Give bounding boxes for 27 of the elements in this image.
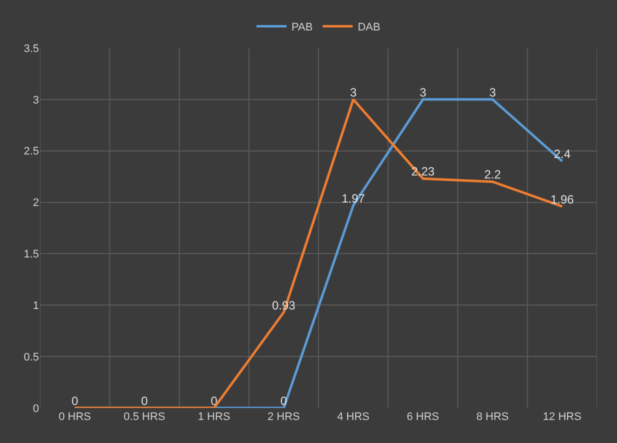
data-label: 0 — [210, 394, 218, 408]
data-label: 1.96 — [550, 192, 574, 206]
y-tick-label: 0.5 — [24, 351, 39, 364]
data-label: 3 — [420, 85, 427, 100]
y-tick-label: 2 — [32, 197, 39, 210]
x-tick-label: 8 HRS — [476, 411, 509, 423]
data-label: 2.4 — [554, 147, 571, 162]
data-label: 2.2 — [484, 168, 502, 182]
legend-label: DAB — [358, 22, 380, 34]
x-tick-label: 6 HRS — [406, 411, 440, 423]
data-label: 0 — [71, 394, 78, 408]
y-tick-label: 3.5 — [24, 42, 39, 55]
legend-label: PAB — [292, 22, 313, 34]
y-tick-label: 1 — [32, 300, 39, 312]
x-tick-label: 12 HRS — [542, 411, 582, 423]
x-tick-label: 4 HRS — [337, 411, 370, 423]
y-tick-label: 0 — [32, 402, 39, 415]
x-tick-label: 0.5 HRS — [124, 411, 166, 423]
y-tick-label: 2.5 — [24, 146, 39, 158]
data-label: 3 — [489, 85, 496, 100]
y-tick-label: 1.5 — [24, 248, 39, 261]
y-tick-label: 3 — [32, 94, 39, 106]
x-tick-label: 1 HRS — [198, 411, 230, 423]
data-label: 0 — [141, 394, 148, 408]
x-tick-label: 2 HRS — [267, 411, 300, 423]
data-label: 3 — [350, 85, 357, 100]
x-tick-label: 0 HRS — [58, 411, 92, 423]
